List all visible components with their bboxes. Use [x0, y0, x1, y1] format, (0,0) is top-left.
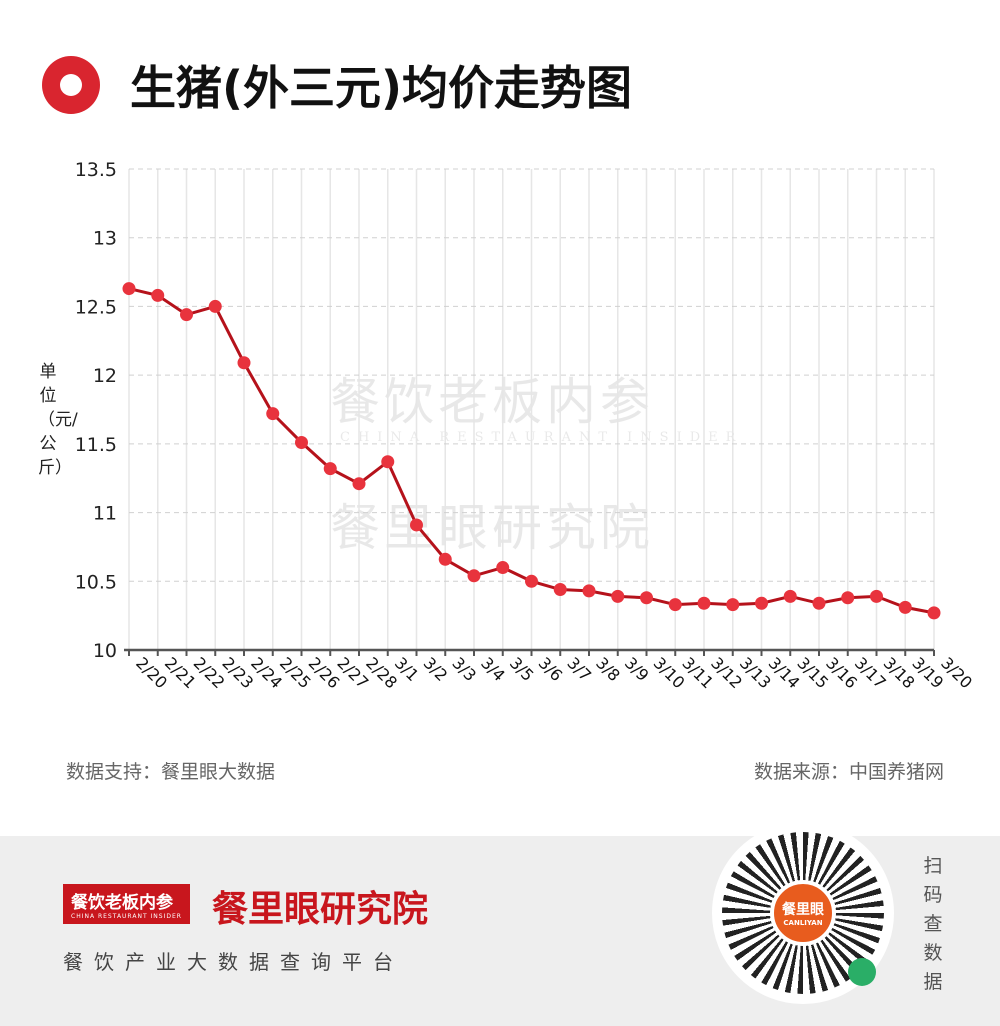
y-tick-label: 10 [93, 640, 117, 662]
x-tick-label: 3/14 [765, 653, 804, 692]
data-point [496, 561, 510, 575]
data-point [237, 356, 251, 370]
x-tick-label: 3/18 [880, 653, 919, 692]
data-point [266, 407, 280, 421]
data-point [898, 600, 912, 614]
data-point [151, 288, 165, 302]
x-tick-label: 3/6 [535, 653, 567, 685]
x-tick-label: 3/3 [448, 653, 480, 685]
x-tick-label: 2/20 [132, 653, 171, 692]
data-point [870, 589, 883, 603]
data-point [323, 462, 337, 476]
brand-name: 餐里眼研究院 [212, 888, 429, 930]
data-point [927, 606, 941, 620]
x-tick-label: 3/17 [851, 653, 890, 692]
data-point [122, 282, 136, 296]
data-point [668, 598, 682, 612]
qr-code[interactable]: 餐里眼 CANLIYAN [712, 822, 894, 1004]
x-tick-label: 3/20 [937, 653, 976, 692]
x-tick-label: 3/16 [822, 653, 861, 692]
x-tick-label: 3/13 [736, 653, 775, 692]
x-tick-label: 3/8 [592, 653, 624, 685]
data-point [755, 596, 768, 610]
data-point [611, 589, 625, 603]
data-point [697, 596, 711, 610]
data-point [726, 598, 740, 612]
x-tick-label: 2/28 [362, 653, 401, 692]
x-tick-label: 3/9 [621, 653, 653, 685]
title-row: 生猪(外三元)均价走势图 [42, 52, 632, 118]
x-tick-label: 3/19 [908, 653, 947, 692]
x-tick-label: 3/11 [678, 653, 717, 692]
y-tick-label: 12 [93, 365, 117, 387]
y-tick-label: 11.5 [75, 434, 117, 456]
x-tick-label: 2/26 [305, 653, 344, 692]
x-tick-label: 3/2 [420, 653, 452, 685]
slogan: 餐饮产业大数据查询平台 [63, 950, 404, 974]
x-tick-label: 3/5 [506, 653, 538, 685]
x-tick-label: 3/15 [793, 653, 832, 692]
data-point [467, 569, 481, 583]
wechat-miniprogram-icon [848, 958, 876, 986]
page-title: 生猪(外三元)均价走势图 [130, 61, 633, 115]
data-point [640, 591, 653, 605]
x-tick-label: 3/4 [477, 653, 509, 685]
data-point [438, 552, 452, 566]
x-tick-label: 2/23 [218, 653, 257, 692]
data-source: 数据来源：中国养猪网 [753, 761, 944, 783]
logo: 餐饮老板内参 CHINA RESTAURANT INSIDER [63, 884, 190, 924]
x-tick-label: 2/27 [333, 653, 372, 692]
data-point [783, 589, 797, 603]
data-point [582, 584, 596, 598]
qr-logo: 餐里眼 CANLIYAN [770, 880, 836, 946]
data-point [410, 518, 423, 532]
x-tick-label: 3/12 [707, 653, 746, 692]
data-support: 数据支持：餐里眼大数据 [66, 761, 276, 783]
x-tick-label: 2/21 [161, 653, 200, 692]
y-tick-label: 10.5 [75, 571, 117, 593]
data-point [812, 596, 826, 610]
x-tick-label: 2/22 [190, 653, 229, 692]
watermark-2: CHINA RESTAURANT INSIDER [340, 430, 744, 445]
x-tick-label: 2/24 [247, 653, 286, 692]
y-tick-label: 13.5 [75, 159, 117, 181]
data-point [352, 477, 366, 491]
line-chart: 10 10.5 11 11.5 12 12.5 13 13.5 2/202/212/222/23… [75, 159, 976, 692]
data-point [525, 574, 538, 588]
y-tick-label: 11 [93, 503, 117, 525]
x-tick-label: 3/10 [650, 653, 689, 692]
y-axis-label: 单位（元/公斤） [38, 362, 78, 478]
x-tick-label: 2/25 [276, 653, 315, 692]
data-point [208, 299, 222, 313]
y-tick-label: 13 [93, 228, 117, 250]
data-point [180, 308, 193, 322]
watermark-3: 餐里眼研究院 [330, 499, 654, 557]
record-icon [42, 56, 100, 114]
watermark-1: 餐饮老板内参 [330, 373, 654, 431]
scan-label: 扫码查数据 [923, 855, 943, 993]
data-point [381, 455, 395, 469]
data-point [841, 591, 855, 605]
data-point [295, 435, 308, 449]
data-point [553, 583, 567, 597]
y-tick-label: 12.5 [75, 296, 117, 318]
bottom-banner: 餐饮老板内参 CHINA RESTAURANT INSIDER 餐里眼研究院 餐饮… [0, 822, 1000, 1026]
x-tick-label: 3/7 [563, 653, 595, 685]
